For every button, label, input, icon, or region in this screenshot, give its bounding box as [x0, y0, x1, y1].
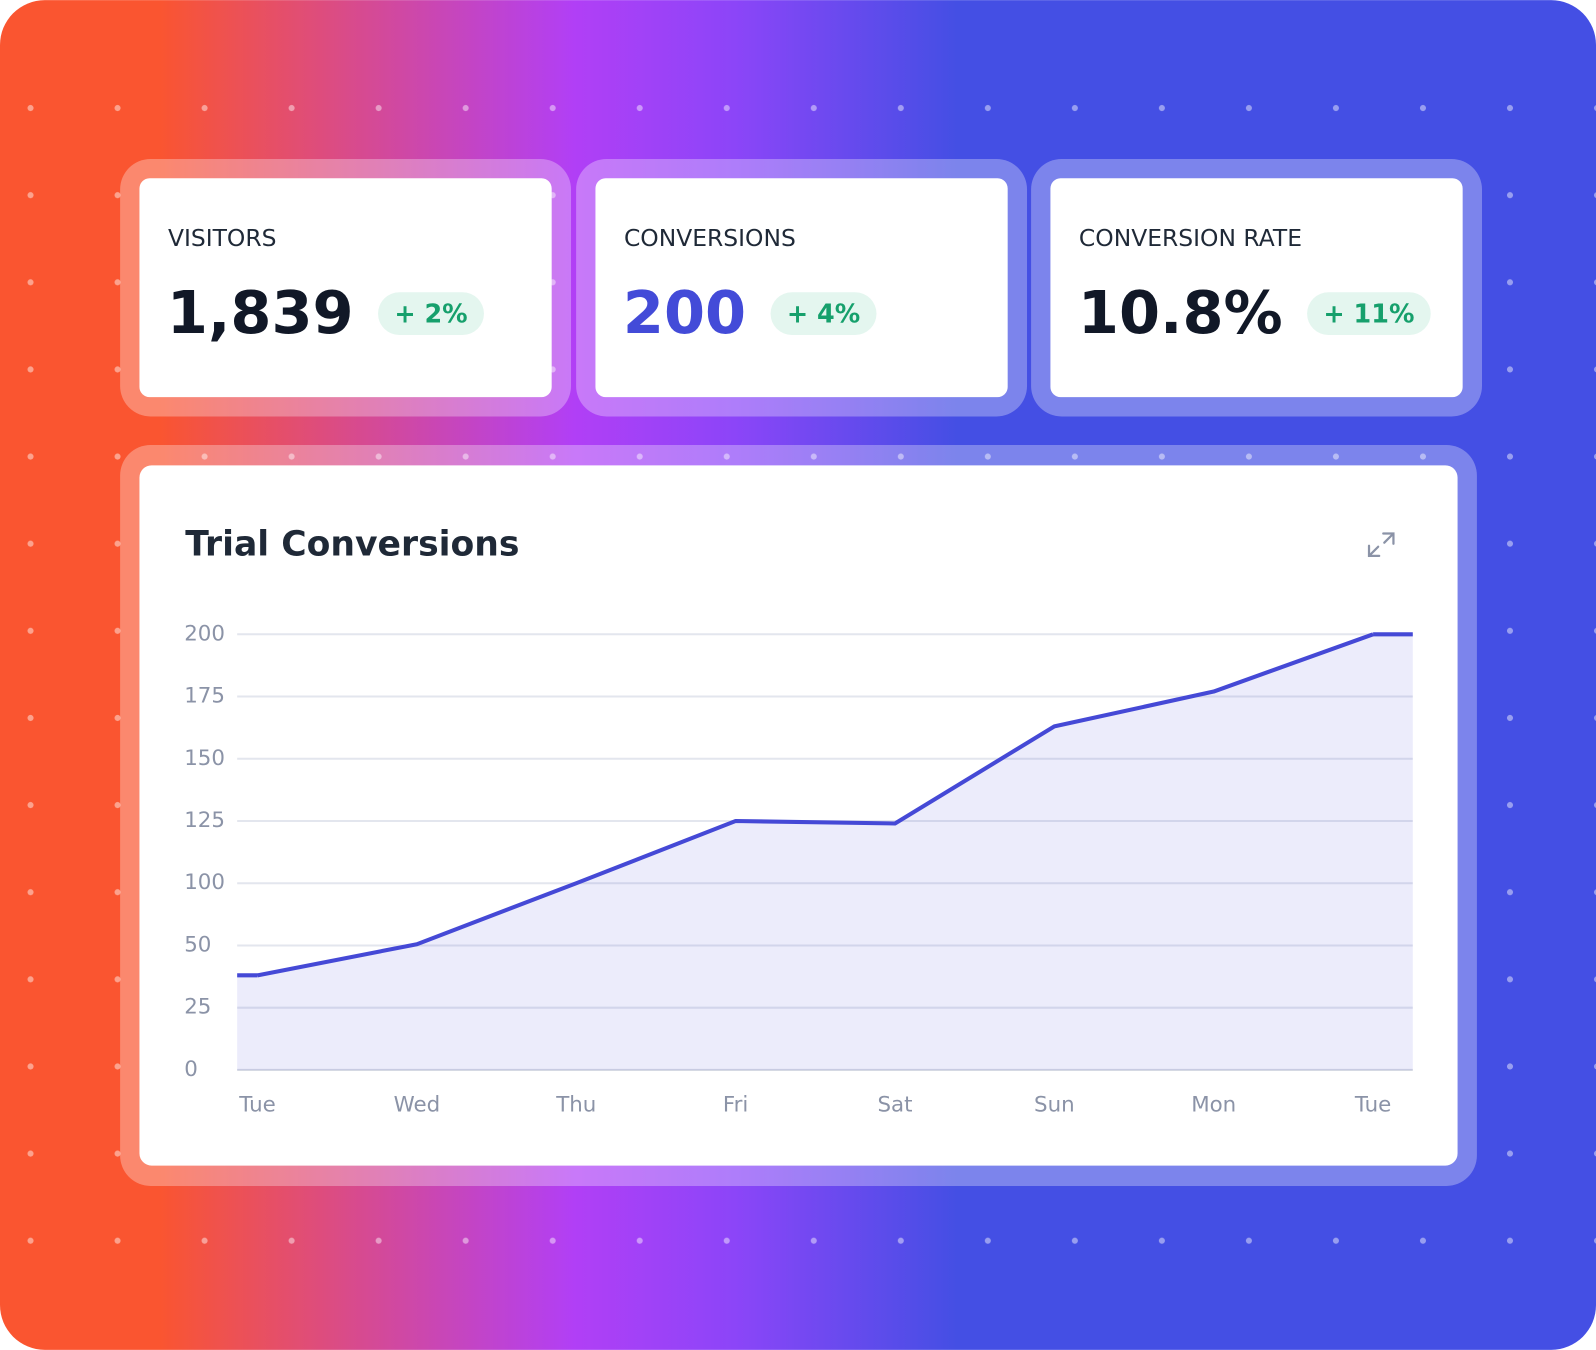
chart-title: Trial Conversions	[185, 525, 519, 565]
chart-card	[139, 465, 1458, 1166]
x-tick-label: Thu	[555, 1093, 596, 1118]
y-tick-label: 100	[184, 870, 225, 895]
y-tick-label: 125	[184, 808, 225, 833]
kpi-value: 10.8%	[1078, 278, 1283, 347]
x-tick-label: Fri	[723, 1093, 748, 1118]
change-badge	[1307, 292, 1431, 336]
kpi-label: CONVERSION RATE	[1079, 224, 1302, 252]
area-fill	[237, 634, 1413, 1070]
kpi-label: CONVERSIONS	[624, 224, 796, 252]
x-tick-label: Tue	[1354, 1093, 1391, 1118]
kpi-value: 200	[623, 278, 746, 347]
kpi-change: + 4%	[787, 299, 860, 329]
kpi-cards: VISITORS 1,839 + 2% CONVERSIONS 200 + 4% CONVE…	[120, 158, 1482, 417]
plot: 0 25 50 100 125 150 175 200 Tue Wed Thu Fri Sat Sun Mo…	[184, 621, 1413, 1118]
y-tick-label: 200	[184, 621, 225, 646]
kpi-card	[139, 178, 552, 398]
x-tick-label: Mon	[1191, 1093, 1236, 1118]
x-tick-label: Tue	[238, 1093, 275, 1118]
y-tick-label: 25	[184, 995, 211, 1020]
kpi-change: + 2%	[394, 299, 467, 329]
expand-icon[interactable]	[1367, 532, 1395, 558]
y-tick-label: 150	[184, 746, 225, 771]
y-tick-label: 50	[184, 932, 211, 957]
kpi-value: 1,839	[167, 278, 354, 347]
x-tick-label: Sun	[1034, 1093, 1075, 1118]
x-tick-label: Sat	[877, 1093, 912, 1118]
change-badge	[770, 292, 877, 336]
y-tick-label: 175	[184, 684, 225, 709]
kpi-label: VISITORS	[168, 224, 277, 252]
y-tick-label: 0	[184, 1057, 198, 1082]
kpi-card	[1050, 178, 1463, 398]
change-badge	[378, 292, 484, 336]
kpi-change: + 11%	[1323, 299, 1414, 329]
data-line	[257, 632, 1374, 978]
x-tick-label: Wed	[394, 1093, 441, 1118]
kpi-card	[595, 178, 1008, 398]
